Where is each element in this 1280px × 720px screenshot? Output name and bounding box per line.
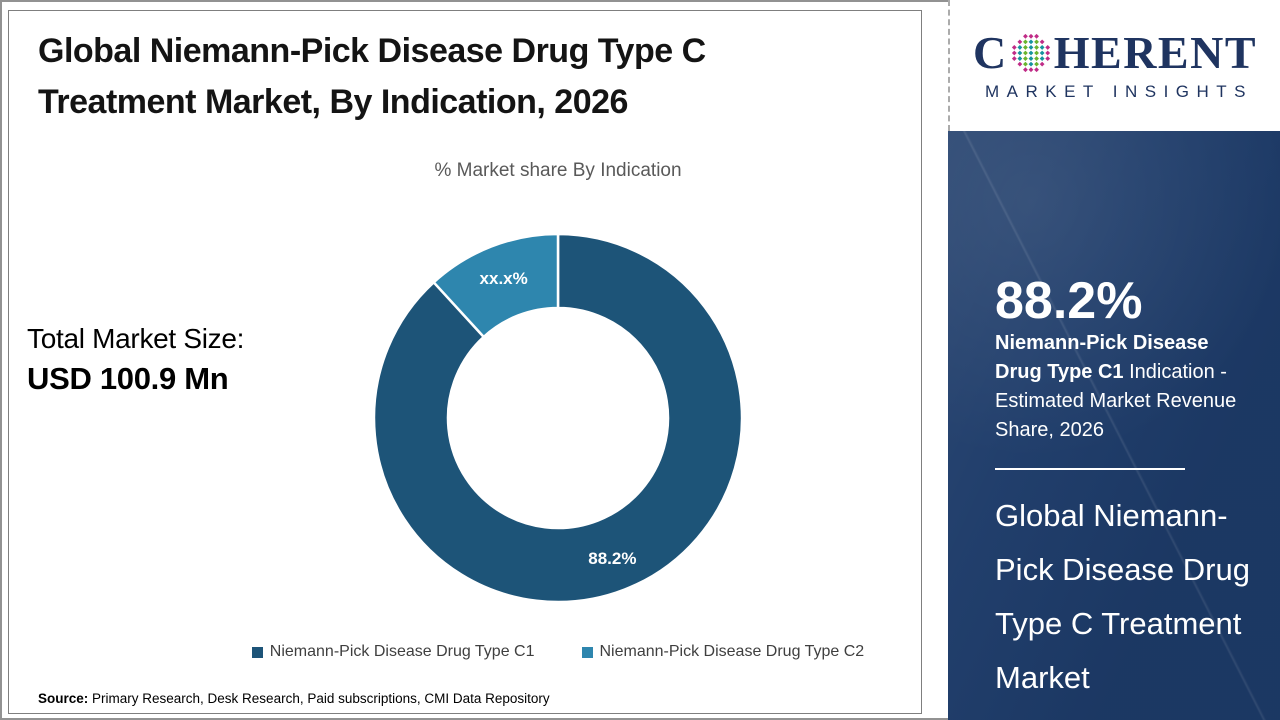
brand-wordmark: C HERENT xyxy=(973,26,1257,78)
chart-legend: Niemann-Pick Disease Drug Type C1 Niemann… xyxy=(168,643,948,661)
globe-dot xyxy=(1022,44,1028,50)
market-name: Global Niemann- Pick Disease Drug Type C… xyxy=(995,498,1250,695)
legend-item: Niemann-Pick Disease Drug Type C2 xyxy=(581,643,865,661)
globe-dot xyxy=(1017,55,1023,61)
legend-marker xyxy=(581,646,593,658)
globe-dot xyxy=(1033,44,1039,50)
globe-dot xyxy=(1028,50,1034,55)
legend-item: Niemann-Pick Disease Drug Type C1 xyxy=(251,643,535,661)
globe-dot xyxy=(1033,61,1039,67)
globe-dot xyxy=(1033,38,1039,44)
globe-dot xyxy=(1039,50,1045,55)
globe-dot xyxy=(1022,55,1028,61)
globe-dot xyxy=(1045,50,1050,55)
globe-dot xyxy=(1022,33,1028,39)
globe-dot xyxy=(1033,50,1039,55)
total-market-size-block: Total Market Size: USD 100.9 Mn xyxy=(27,323,244,397)
globe-dot xyxy=(1022,50,1028,55)
globe-dot xyxy=(1028,61,1034,67)
donut-chart-svg: 88.2% xx.x% xyxy=(372,232,744,604)
globe-dot xyxy=(1022,66,1028,72)
slice-label: 88.2% xyxy=(588,549,636,568)
stat-description: Niemann-Pick Disease Drug Type C1 Indica… xyxy=(995,329,1237,445)
panel-divider xyxy=(995,468,1185,470)
source-text: Primary Research, Desk Research, Paid su… xyxy=(88,691,550,706)
globe-dot xyxy=(1039,38,1045,44)
chart-subtitle: % Market share By Indication xyxy=(434,160,682,181)
globe-dot xyxy=(1011,55,1017,61)
legend-label: Niemann-Pick Disease Drug Type C2 xyxy=(599,643,865,660)
source-label: Source: xyxy=(38,691,89,706)
globe-dot xyxy=(1017,44,1023,50)
globe-dot xyxy=(1022,61,1028,67)
globe-dot xyxy=(1022,38,1028,44)
globe-dot xyxy=(1033,55,1039,61)
globe-dot xyxy=(1033,33,1039,39)
globe-dot xyxy=(1028,55,1034,61)
globe-dot xyxy=(1011,44,1017,50)
donut-chart: 88.2% xx.x% xyxy=(368,228,748,608)
brand-logo-card: C HERENT MARKET INSIGHTS xyxy=(948,0,1280,131)
total-market-size-value: USD 100.9 Mn xyxy=(27,361,229,396)
globe-dot xyxy=(1033,66,1039,72)
globe-dot xyxy=(1039,44,1045,50)
globe-dot xyxy=(1028,33,1034,39)
globe-dot xyxy=(1011,50,1017,55)
globe-dot xyxy=(1017,38,1023,44)
donut-slice xyxy=(372,232,744,604)
stat-description-bold: Niemann-Pick Disease Drug Type C1 xyxy=(995,332,1209,383)
total-market-size-label: Total Market Size: xyxy=(27,323,245,354)
stat-description-rest: Indication - Estimated Market Revenue Sh… xyxy=(995,361,1237,441)
globe-dot xyxy=(1028,44,1034,50)
sidebar-panel: 88.2% Niemann-Pick Disease Drug Type C1 … xyxy=(948,131,1280,720)
globe-dot xyxy=(1028,38,1034,44)
globe-dot xyxy=(1039,55,1045,61)
brand-tagline: MARKET INSIGHTS xyxy=(984,81,1254,101)
globe-dot xyxy=(1045,44,1050,50)
globe-dots-icon xyxy=(1011,33,1050,72)
legend-label: Niemann-Pick Disease Drug Type C1 xyxy=(269,643,535,660)
globe-dot xyxy=(1028,66,1034,72)
brand-letters-herent: HERENT xyxy=(1053,26,1257,78)
page-title: Global Niemann-Pick Disease Drug Type C … xyxy=(38,32,706,121)
globe-dot xyxy=(1017,61,1023,67)
donut-slice xyxy=(432,232,560,339)
legend-marker xyxy=(251,646,263,658)
brand-letter-c: C xyxy=(973,26,1008,78)
globe-dot xyxy=(1045,55,1050,61)
slice-label: xx.x% xyxy=(480,269,528,288)
stat-value: 88.2% xyxy=(995,272,1143,330)
source-line: Source: Primary Research, Desk Research,… xyxy=(38,691,550,706)
globe-dot xyxy=(1039,61,1045,67)
chart-frame xyxy=(8,10,922,714)
globe-dot xyxy=(1017,50,1023,55)
